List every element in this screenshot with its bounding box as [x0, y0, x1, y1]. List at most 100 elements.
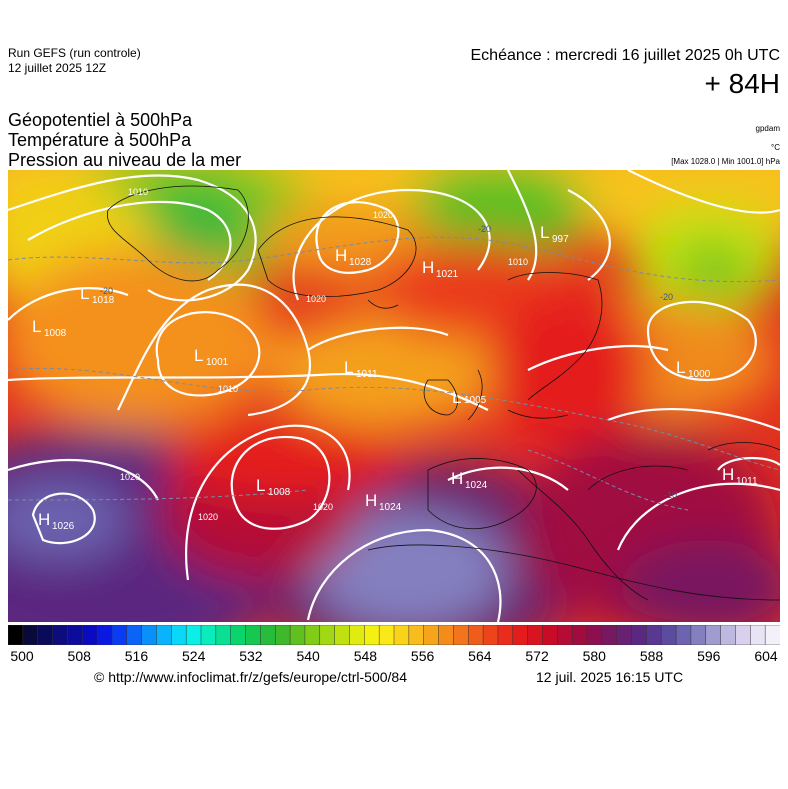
- run-date: 12 juillet 2025 12Z: [8, 61, 107, 75]
- svg-text:1008: 1008: [268, 487, 291, 498]
- colorbar-cell: [705, 625, 722, 645]
- pressure-center: L 1011: [344, 358, 378, 380]
- svg-text:1021: 1021: [436, 269, 459, 280]
- colorbar-cell: [260, 625, 276, 645]
- pressure-center: L 1001: [194, 346, 229, 368]
- colorbar: [8, 625, 780, 645]
- pressure-center: H 1011: [722, 465, 758, 487]
- svg-text:L: L: [32, 317, 41, 336]
- colorbar-tick-label: 580: [582, 648, 606, 664]
- colorbar-cell: [349, 625, 365, 645]
- svg-text:1011: 1011: [356, 369, 378, 380]
- svg-text:1024: 1024: [465, 480, 488, 491]
- colorbar-tick-label: 532: [239, 648, 263, 664]
- pressure-center: L 1018: [80, 284, 115, 306]
- svg-text:1005: 1005: [464, 395, 487, 406]
- colorbar-cell: [616, 625, 633, 645]
- svg-text:H: H: [365, 491, 377, 510]
- colorbar-cell: [96, 625, 113, 645]
- colorbar-cell: [453, 625, 469, 645]
- colorbar-tick-label: 604: [754, 648, 778, 664]
- colorbar-cell: [319, 625, 336, 645]
- temperature-label: -20: [660, 292, 673, 302]
- isobar-label: 1010: [128, 187, 148, 197]
- run-title: Run GEFS (run controle): [8, 46, 141, 60]
- pressure-centers: H 1028 H 1021 L 997 L 1018 L 1008 L 1001 L 1011…: [32, 223, 758, 532]
- svg-text:H: H: [451, 469, 463, 488]
- colorbar-cell: [67, 625, 83, 645]
- colorbar-cell: [646, 625, 662, 645]
- colorbar-cell: [156, 625, 172, 645]
- colorbar-cell: [304, 625, 321, 645]
- colorbar-cell: [750, 625, 766, 645]
- colorbar-cell: [482, 625, 499, 645]
- svg-text:H: H: [38, 510, 50, 529]
- pressure-center: H 1024: [451, 469, 488, 491]
- colorbar-cell: [230, 625, 247, 645]
- svg-text:1011: 1011: [736, 476, 758, 487]
- colorbar-cell: [200, 625, 217, 645]
- colorbar-cell: [497, 625, 514, 645]
- pressure-center: L 1008: [256, 476, 291, 498]
- title-geopotential: Géopotentiel à 500hPa: [8, 110, 193, 130]
- coastlines: [106, 185, 780, 601]
- isobar-label: 1020: [313, 502, 333, 512]
- pressure-center: H 1026: [38, 510, 75, 532]
- colorbar-cell: [423, 625, 440, 645]
- isobars: [8, 170, 780, 622]
- colorbar-cell: [764, 625, 780, 645]
- isotherms: [8, 236, 780, 511]
- isobar-label: 1020: [120, 472, 140, 482]
- svg-text:1018: 1018: [92, 295, 115, 306]
- svg-text:1000: 1000: [688, 369, 711, 380]
- svg-text:L: L: [344, 358, 353, 377]
- pressure-center: H 1021: [422, 258, 459, 280]
- svg-text:997: 997: [552, 234, 569, 245]
- pressure-center: L 1008: [32, 317, 67, 339]
- temperature-label: -20: [100, 286, 113, 296]
- colorbar-cell: [467, 625, 484, 645]
- colorbar-cell: [334, 625, 351, 645]
- colorbar-cell: [393, 625, 410, 645]
- colorbar-tick-label: 516: [124, 648, 149, 664]
- colorbar-cell: [660, 625, 677, 645]
- colorbar-tick-label: 500: [10, 648, 34, 664]
- svg-text:1026: 1026: [52, 521, 75, 532]
- weather-map: H 1028 H 1021 L 997 L 1018 L 1008 L 1001 L 1011…: [8, 170, 780, 622]
- svg-text:H: H: [722, 465, 734, 484]
- svg-text:1001: 1001: [206, 357, 229, 368]
- lead-time: + 84H: [704, 68, 781, 99]
- colorbar-cell: [52, 625, 68, 645]
- colorbar-cell: [557, 625, 573, 645]
- pressure-center: L 1000: [676, 358, 711, 380]
- isobar-label: 1010: [218, 384, 238, 394]
- isobar-label: 1020: [373, 210, 393, 220]
- colorbar-cell: [8, 625, 24, 645]
- pressure-center: H 1028: [335, 246, 372, 268]
- colorbar-cell: [111, 625, 128, 645]
- colorbar-cell: [542, 625, 558, 645]
- colorbar-tick-label: 588: [639, 648, 664, 664]
- pressure-center: L 1005: [452, 388, 487, 407]
- colorbar-tick-label: 556: [410, 648, 435, 664]
- colorbar-cell: [126, 625, 143, 645]
- svg-text:1028: 1028: [349, 257, 372, 268]
- svg-text:L: L: [540, 223, 549, 242]
- colorbar-tick-label: 540: [296, 648, 320, 664]
- colorbar-cell: [81, 625, 98, 645]
- colorbar-cell: [185, 625, 202, 645]
- pressure-center: L 997: [540, 223, 569, 245]
- colorbar-cell: [141, 625, 158, 645]
- colorbar-cell: [586, 625, 603, 645]
- colorbar-cell: [720, 625, 737, 645]
- temperature-label: -20: [478, 224, 491, 234]
- colorbar-cell: [438, 625, 454, 645]
- colorbar-cell: [675, 625, 692, 645]
- colorbar-cell: [690, 625, 707, 645]
- colorbar-cell: [215, 625, 232, 645]
- colorbar-cell: [735, 625, 751, 645]
- colorbar-cell: [22, 625, 39, 645]
- colorbar-cell: [378, 625, 395, 645]
- forecast-time: Echéance : mercredi 16 juillet 2025 0h U…: [470, 47, 781, 64]
- title-pressure: Pression au niveau de la mer: [8, 150, 242, 170]
